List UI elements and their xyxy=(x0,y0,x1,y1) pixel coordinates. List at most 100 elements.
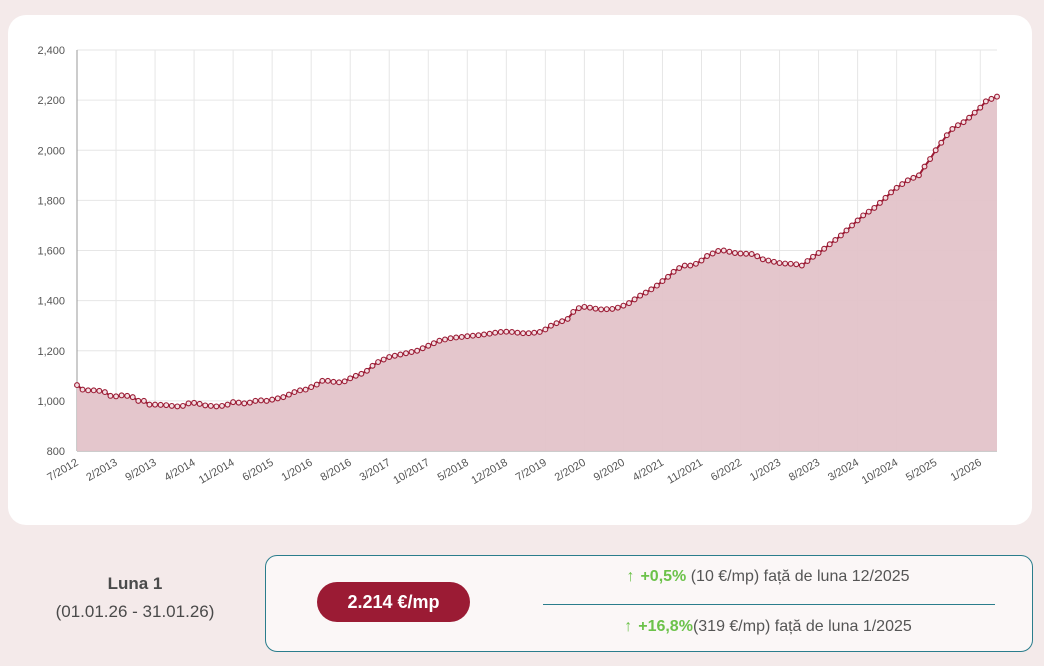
data-point xyxy=(536,329,543,335)
monthly-change-detail: (10 €/mp) față de luna 12/2025 xyxy=(686,568,910,585)
data-point xyxy=(497,329,504,335)
y-tick-label: 1,200 xyxy=(37,346,65,358)
data-point xyxy=(397,351,404,358)
data-point xyxy=(715,248,722,254)
data-point xyxy=(224,401,231,408)
data-point xyxy=(871,204,878,211)
data-point xyxy=(843,227,850,234)
data-point xyxy=(146,401,153,408)
data-point xyxy=(207,402,214,409)
data-point xyxy=(503,328,510,335)
data-point xyxy=(804,258,811,264)
data-point xyxy=(955,122,961,129)
data-point xyxy=(810,253,816,260)
data-point xyxy=(765,257,772,264)
data-point xyxy=(525,330,532,337)
data-point xyxy=(369,362,376,369)
data-point xyxy=(982,98,989,105)
data-point xyxy=(285,391,292,398)
data-point xyxy=(436,337,443,344)
data-point xyxy=(910,174,917,181)
data-point xyxy=(202,402,209,409)
data-point xyxy=(508,329,515,335)
data-point xyxy=(291,389,298,396)
data-point xyxy=(893,184,900,191)
data-point xyxy=(447,335,454,342)
data-point xyxy=(336,379,343,386)
data-point xyxy=(157,401,164,408)
x-tick-label: 11/2021 xyxy=(665,457,705,487)
y-tick-label: 1,600 xyxy=(37,246,65,258)
x-tick-label: 3/2017 xyxy=(358,457,393,484)
data-point xyxy=(313,381,320,388)
data-point xyxy=(274,395,281,402)
data-point xyxy=(882,194,889,201)
data-point xyxy=(520,330,527,337)
yearly-change-percent: +16,8% xyxy=(638,618,693,635)
data-point xyxy=(107,392,114,399)
x-tick-label: 7/2012 xyxy=(45,457,80,484)
x-tick-label: 12/2018 xyxy=(469,457,509,487)
data-point xyxy=(949,125,956,132)
data-point xyxy=(659,278,666,285)
data-point xyxy=(486,330,493,337)
y-tick-label: 2,000 xyxy=(37,145,65,157)
yearly-change: ↑ +16,8%(319 €/mp) față de luna 1/2025 xyxy=(543,618,993,636)
data-point xyxy=(297,387,303,394)
data-point xyxy=(587,304,593,311)
data-point xyxy=(168,402,175,409)
data-point xyxy=(219,402,225,409)
x-tick-label: 5/2025 xyxy=(904,457,939,484)
data-point xyxy=(118,392,125,399)
x-tick-label: 1/2023 xyxy=(748,457,783,484)
y-tick-label: 1,000 xyxy=(37,396,65,408)
current-price-badge: 2.214 €/mp xyxy=(317,582,470,622)
data-point xyxy=(469,332,476,339)
data-point xyxy=(113,393,119,400)
data-point xyxy=(860,212,867,219)
x-tick-label: 10/2024 xyxy=(860,457,900,487)
x-tick-label: 2/2020 xyxy=(553,457,588,484)
data-point xyxy=(776,260,783,266)
data-point xyxy=(101,389,108,396)
data-point xyxy=(391,352,398,359)
yearly-change-detail: (319 €/mp) față de luna 1/2025 xyxy=(692,618,912,635)
data-point xyxy=(341,378,348,385)
data-point xyxy=(363,367,370,374)
data-point xyxy=(564,315,571,322)
x-tick-label: 11/2014 xyxy=(197,457,237,487)
data-point xyxy=(759,256,766,263)
data-point xyxy=(849,222,855,229)
data-point xyxy=(453,334,460,341)
x-tick-label: 5/2018 xyxy=(436,457,471,484)
data-point xyxy=(726,248,733,255)
data-point xyxy=(179,402,186,409)
x-tick-label: 2/2013 xyxy=(84,457,119,484)
data-point xyxy=(653,282,660,289)
x-tick-label: 1/2026 xyxy=(949,457,984,484)
data-point xyxy=(692,260,699,267)
data-point xyxy=(85,387,92,394)
data-point xyxy=(592,305,599,312)
price-chart-card: 800 1,000 1,200 1,400 1,600 1,800 2,000 2,200 2,… xyxy=(8,15,1032,525)
data-point xyxy=(90,387,97,394)
data-point xyxy=(720,247,727,254)
data-point xyxy=(681,262,688,269)
data-point xyxy=(269,396,276,403)
data-point xyxy=(352,372,359,379)
data-point xyxy=(904,177,911,184)
data-point xyxy=(614,304,621,311)
divider xyxy=(543,604,995,605)
data-point xyxy=(129,394,136,401)
data-point xyxy=(531,329,538,336)
data-point xyxy=(163,402,170,409)
data-point xyxy=(241,400,248,407)
data-point xyxy=(793,261,800,268)
data-point xyxy=(464,333,471,340)
data-point xyxy=(626,300,632,307)
period-info: Luna 1 (01.01.26 - 31.01.26) xyxy=(30,570,240,626)
data-point xyxy=(347,375,354,382)
data-point xyxy=(637,292,644,299)
data-point xyxy=(319,377,326,384)
data-point xyxy=(386,354,393,360)
